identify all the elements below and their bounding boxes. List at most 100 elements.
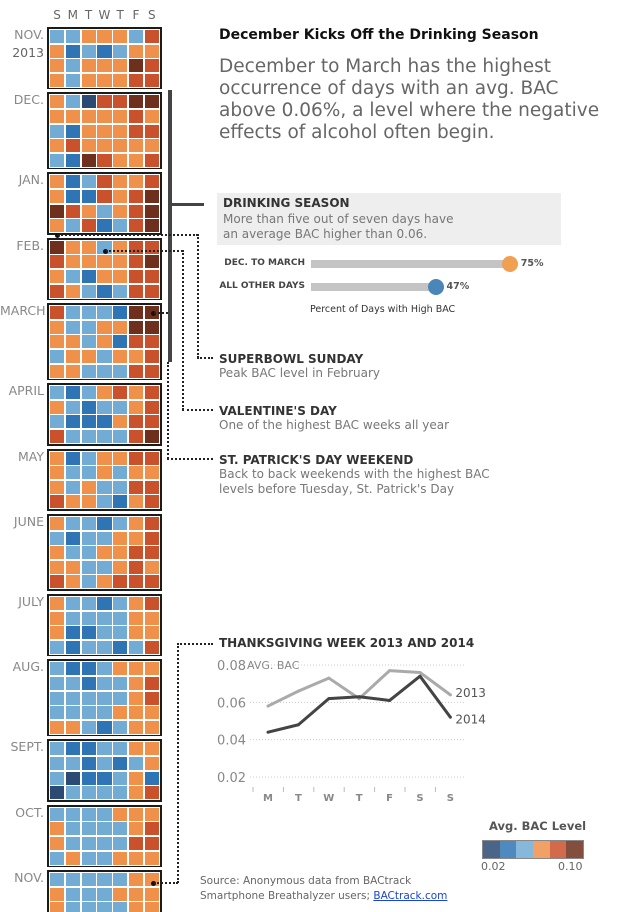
day-cell [49, 639, 66, 655]
day-cell [128, 661, 145, 677]
day-cell [96, 138, 113, 154]
day-cell [80, 690, 97, 706]
day-cell [143, 108, 161, 125]
day-cell [96, 399, 113, 415]
bactrack-link[interactable]: BACtrack.com [373, 890, 448, 902]
day-cell [112, 494, 129, 510]
day-cell [80, 305, 97, 321]
day-cell [80, 574, 97, 590]
x-tick-label: F [386, 793, 393, 804]
day-cell [112, 886, 129, 902]
day-cell [49, 516, 66, 532]
day-cell [112, 72, 129, 88]
day-cell [128, 850, 145, 866]
day-cell [96, 72, 113, 88]
data-point [418, 670, 422, 674]
day-cell [128, 29, 145, 45]
season-connector [168, 203, 204, 206]
day-cell [49, 821, 66, 837]
day-cell [49, 661, 66, 677]
day-cell [128, 901, 145, 912]
day-cell [128, 610, 145, 626]
month-label: DEC. [13, 92, 44, 108]
day-cell [64, 305, 82, 321]
day-cell [143, 203, 161, 219]
data-point [266, 704, 270, 708]
day-cell [112, 363, 129, 379]
day-cell [96, 283, 113, 299]
annotation-title: SUPERBOWL SUNDAY [219, 352, 364, 366]
day-cell [64, 785, 82, 801]
day-cell [112, 530, 129, 546]
day-cell [49, 363, 66, 379]
day-cell [128, 705, 145, 721]
day-cell [112, 785, 129, 801]
superbowl-marker [55, 233, 60, 238]
day-cell [80, 348, 97, 365]
month-block [47, 448, 162, 511]
day-cell [143, 363, 161, 379]
day-cell [128, 625, 145, 641]
day-cell [143, 450, 161, 466]
day-cell [80, 152, 97, 168]
day-cell [96, 254, 113, 270]
day-cell [96, 596, 113, 612]
day-cell [112, 479, 129, 495]
day-cell [49, 901, 66, 912]
day-cell [112, 806, 129, 822]
day-cell [128, 108, 145, 125]
day-cell [96, 465, 113, 481]
day-cell [96, 610, 113, 626]
day-cell [80, 254, 97, 270]
day-cell [112, 348, 129, 365]
day-cell [80, 494, 97, 510]
month-block [47, 303, 162, 381]
day-cell [80, 806, 97, 822]
day-cell [64, 675, 82, 692]
day-cell [112, 123, 129, 139]
day-cell [128, 123, 145, 139]
day-cell [64, 465, 82, 481]
leader-line [106, 250, 183, 252]
day-cell [80, 886, 97, 902]
day-cell [49, 58, 66, 74]
day-cell [80, 363, 97, 379]
day-cell [96, 188, 113, 205]
day-cell [143, 414, 161, 430]
day-cell [96, 719, 113, 735]
day-cell [112, 545, 129, 561]
leader-line [177, 643, 179, 883]
day-cell [112, 188, 129, 205]
y-tick-label: 0.06 [217, 696, 246, 711]
day-cell [80, 821, 97, 837]
day-cell [80, 450, 97, 466]
day-cell [49, 385, 66, 401]
day-cell [96, 428, 113, 445]
day-cell [112, 574, 129, 590]
day-cell [143, 254, 161, 270]
weekday-label: T [116, 8, 124, 22]
day-cell [49, 559, 66, 575]
day-cell [80, 835, 97, 852]
day-cell [112, 29, 129, 45]
day-cell [143, 850, 161, 866]
day-cell [80, 218, 97, 234]
bar-value: 75% [520, 258, 544, 269]
day-cell [112, 661, 129, 677]
day-cell [64, 254, 82, 270]
day-cell [64, 755, 82, 772]
day-cell [128, 203, 145, 219]
day-cell [112, 319, 129, 335]
month-block [47, 92, 162, 170]
day-cell [128, 254, 145, 270]
day-cell [96, 850, 113, 866]
day-cell [128, 516, 145, 532]
day-cell [96, 43, 113, 59]
day-cell [112, 203, 129, 219]
month-block [47, 172, 162, 235]
weekday-label: S [53, 8, 61, 22]
day-cell [128, 545, 145, 561]
day-cell [112, 174, 129, 190]
day-cell [80, 639, 97, 655]
day-cell [143, 516, 161, 532]
